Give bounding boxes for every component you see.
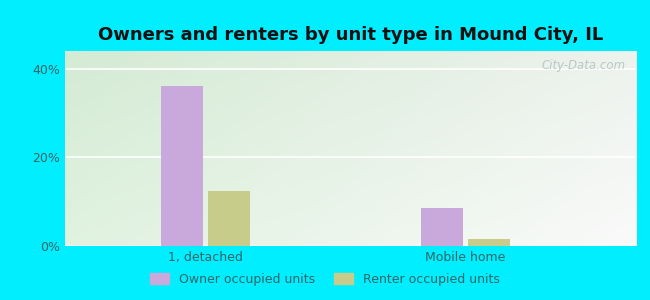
- Text: City-Data.com: City-Data.com: [541, 59, 625, 72]
- Title: Owners and renters by unit type in Mound City, IL: Owners and renters by unit type in Mound…: [98, 26, 604, 44]
- Bar: [468, 239, 510, 246]
- Bar: [161, 86, 203, 246]
- Bar: [208, 190, 250, 246]
- Legend: Owner occupied units, Renter occupied units: Owner occupied units, Renter occupied un…: [146, 268, 504, 291]
- Bar: [421, 208, 463, 246]
